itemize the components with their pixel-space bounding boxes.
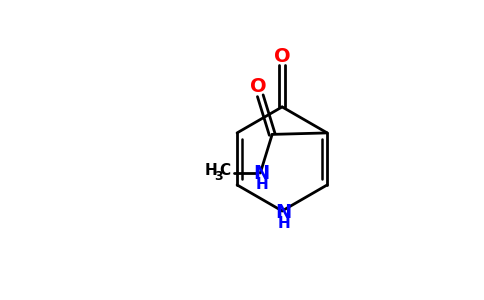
Text: H: H (277, 216, 290, 231)
Text: 3: 3 (214, 169, 223, 182)
Text: N: N (254, 164, 270, 183)
Text: H: H (256, 177, 268, 192)
Text: O: O (274, 47, 290, 67)
Text: N: N (275, 203, 292, 222)
Text: O: O (251, 77, 267, 96)
Text: H: H (205, 163, 218, 178)
Text: C: C (219, 163, 230, 178)
